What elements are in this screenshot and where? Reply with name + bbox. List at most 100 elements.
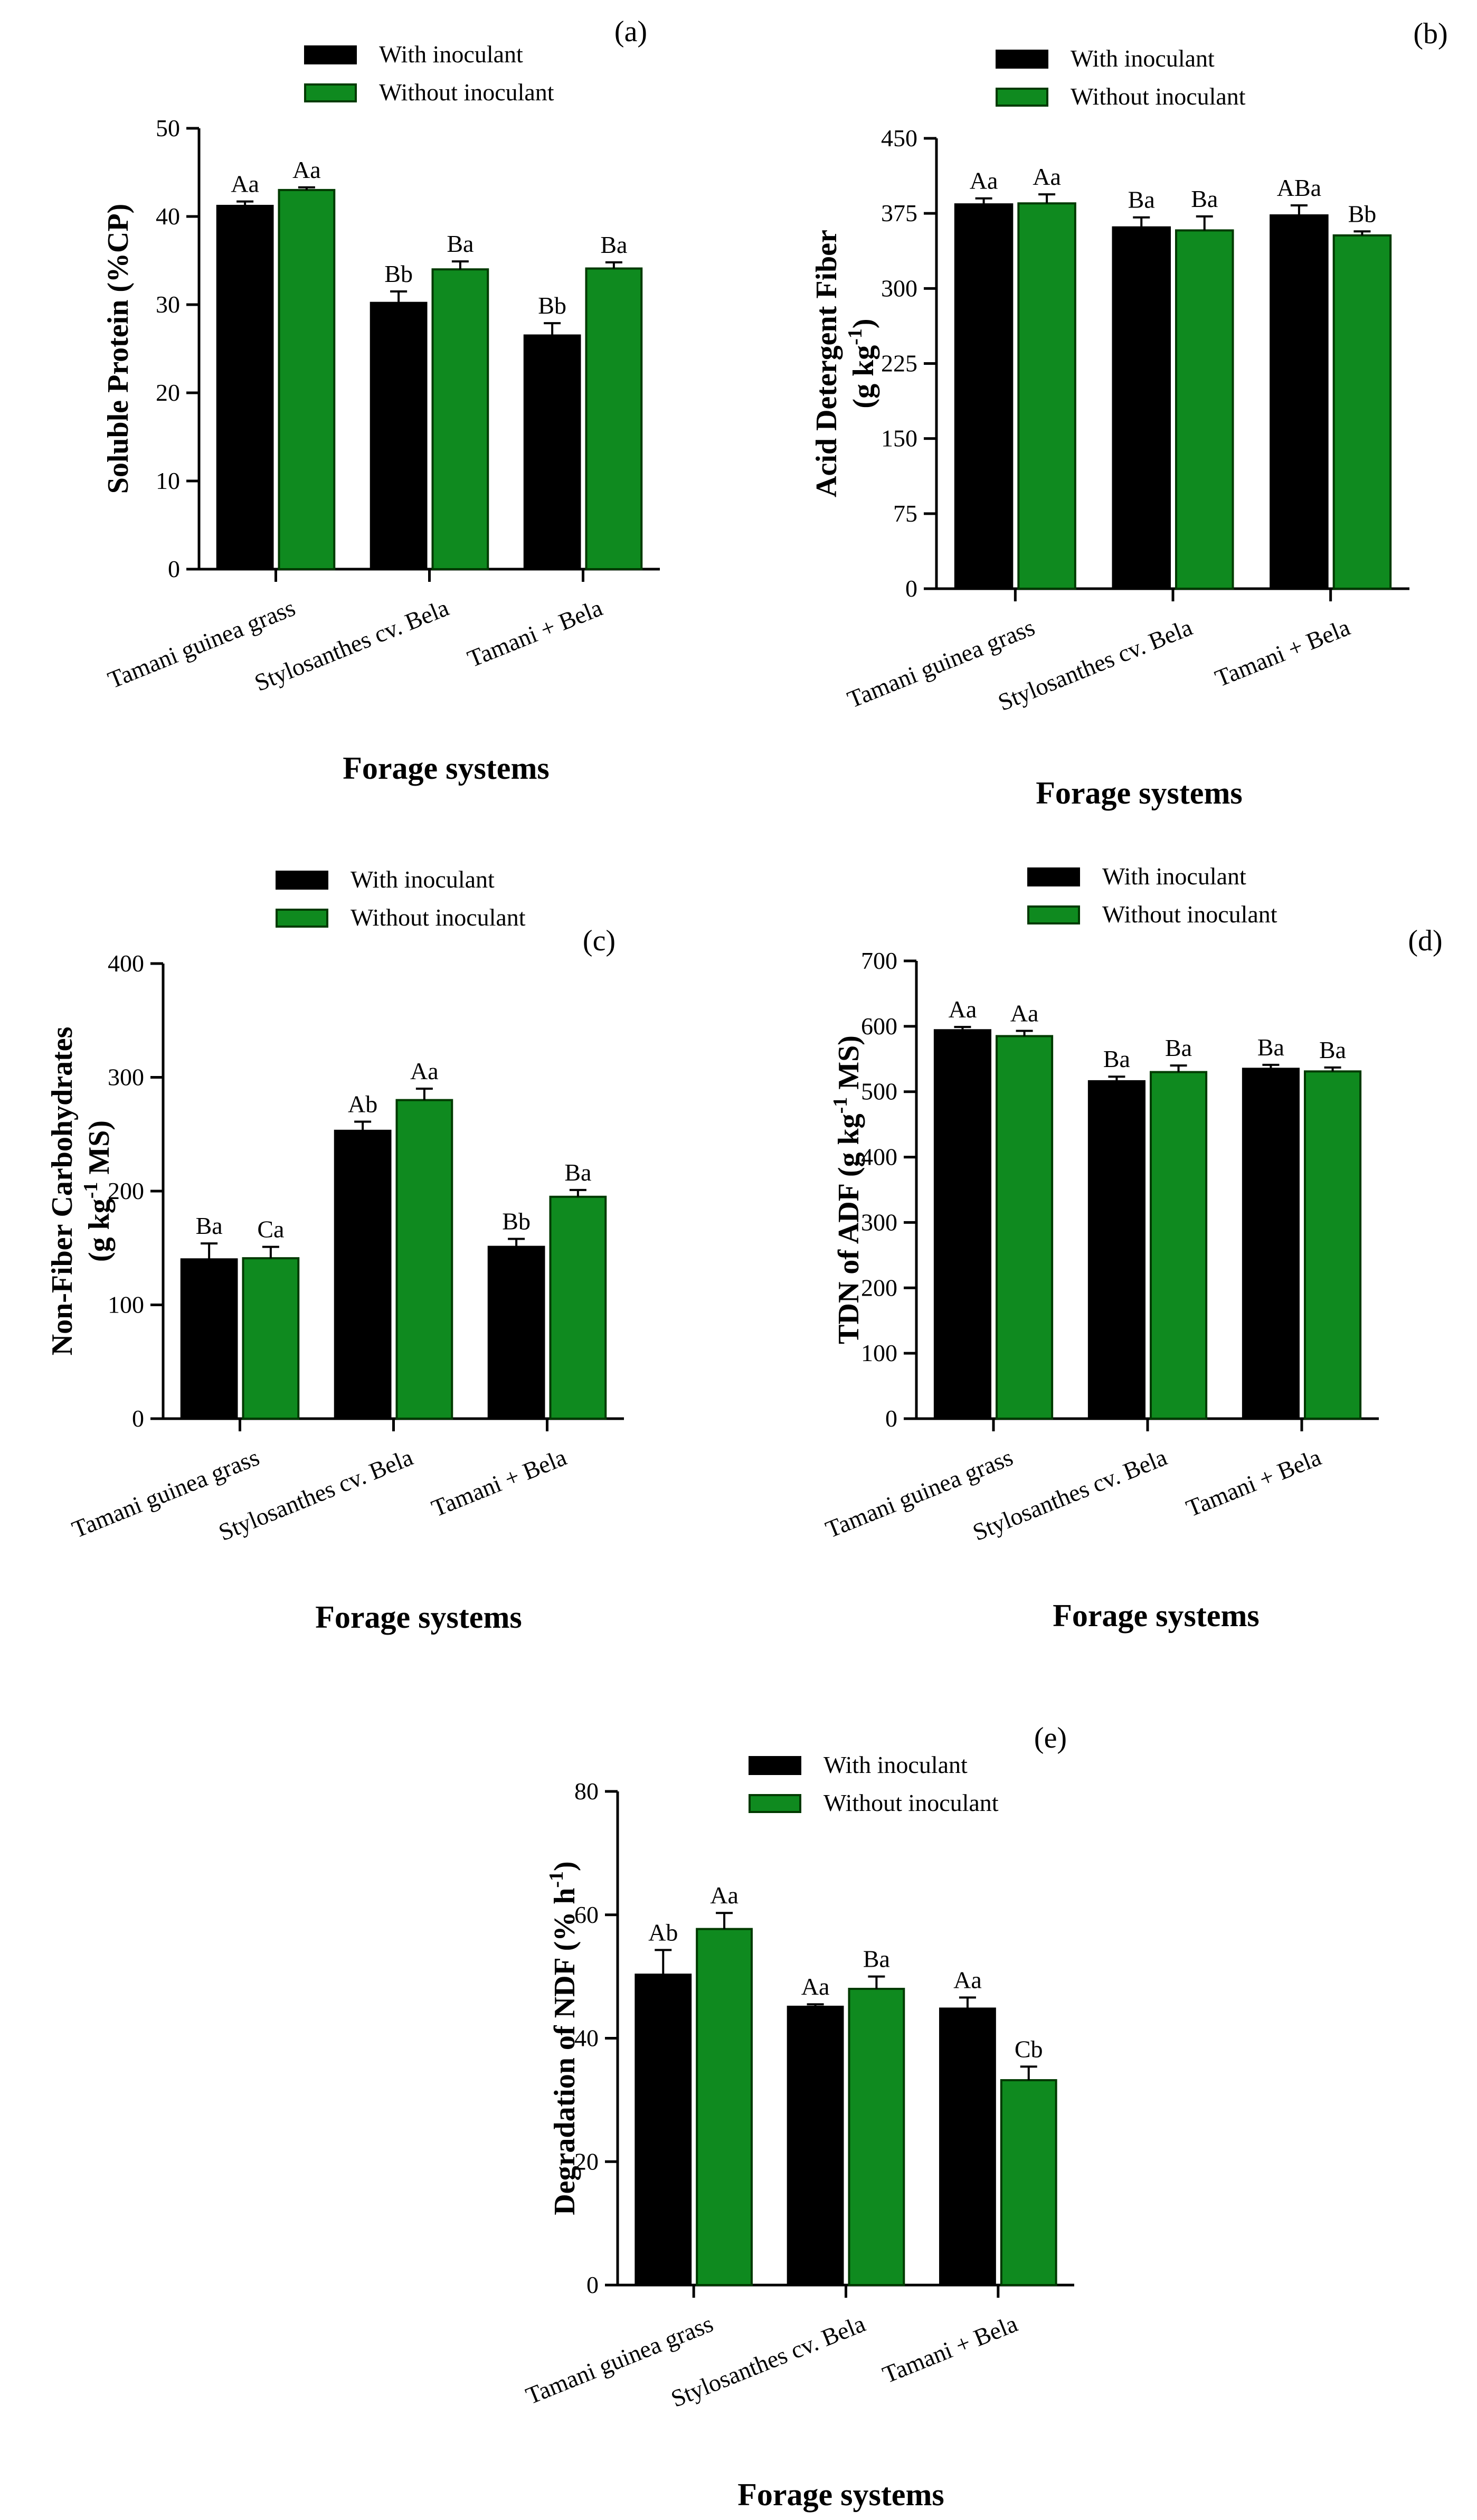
x-axis-title: Forage systems bbox=[1036, 776, 1243, 810]
legend-swatch-without-inoculant bbox=[996, 88, 1048, 107]
y-tick-label: 50 bbox=[156, 115, 180, 141]
panel-label: (a) bbox=[614, 15, 647, 48]
significance-label: Bb bbox=[384, 260, 413, 287]
y-tick-label: 40 bbox=[156, 203, 180, 230]
significance-label: Aa bbox=[292, 156, 321, 183]
bar-with-inoculant bbox=[523, 334, 581, 570]
significance-label: Ba bbox=[863, 1946, 890, 1972]
panel-label: (e) bbox=[1034, 1722, 1067, 1754]
x-category-label: Tamani + Bela bbox=[463, 594, 606, 673]
y-tick-label: 20 bbox=[574, 2148, 599, 2175]
y-axis-title: Acid Detergent Fiber (g kg-1) bbox=[810, 230, 880, 497]
y-tick-label: 40 bbox=[574, 2025, 599, 2052]
y-tick-label: 500 bbox=[861, 1078, 897, 1105]
y-tick-label: 200 bbox=[861, 1274, 897, 1301]
bar-with-inoculant bbox=[370, 301, 428, 570]
y-tick-label: 75 bbox=[893, 500, 917, 527]
bar-without-inoculant bbox=[585, 267, 643, 570]
y-tick-label: 225 bbox=[881, 350, 917, 377]
significance-label: Aa bbox=[231, 171, 259, 197]
significance-label: Ba bbox=[196, 1212, 223, 1239]
y-tick-label: 20 bbox=[156, 379, 180, 406]
bar-with-inoculant bbox=[787, 2005, 844, 2287]
y-tick-label: 60 bbox=[574, 1901, 599, 1928]
bar-without-inoculant bbox=[549, 1195, 607, 1420]
y-axis-title: Soluble Protein (%CP) bbox=[102, 204, 135, 494]
panel-label: (b) bbox=[1413, 17, 1447, 50]
legend-label: Without inoculant bbox=[1102, 901, 1277, 928]
significance-label: Bb bbox=[502, 1208, 531, 1235]
bar-without-inoculant bbox=[1150, 1071, 1208, 1420]
bar-without-inoculant bbox=[1000, 2079, 1057, 2287]
bar-with-inoculant bbox=[216, 204, 274, 570]
significance-label: Aa bbox=[949, 996, 977, 1023]
legend-swatch-with-inoculant bbox=[276, 871, 328, 890]
bar-without-inoculant bbox=[1304, 1070, 1362, 1420]
y-tick-label: 400 bbox=[861, 1144, 897, 1171]
bar-without-inoculant bbox=[1332, 234, 1392, 590]
legend-label: With inoculant bbox=[379, 41, 523, 68]
significance-label: Ba bbox=[447, 230, 474, 257]
x-category-label: Tamani + Bela bbox=[1182, 1443, 1325, 1522]
significance-label: Cb bbox=[1015, 2035, 1043, 2062]
y-axis-title: TDN of ADF (g kg-1 MS) bbox=[829, 1035, 865, 1344]
legend-label: With inoculant bbox=[1071, 45, 1215, 72]
y-tick-label: 450 bbox=[881, 125, 917, 152]
y-axis-title-line2: (g kg bbox=[83, 1198, 116, 1262]
bar-without-inoculant bbox=[996, 1035, 1054, 1420]
y-tick-label: 150 bbox=[881, 425, 917, 452]
bar-with-inoculant bbox=[1112, 226, 1171, 590]
x-category-label: Tamani + Bela bbox=[1211, 614, 1353, 692]
bar-with-inoculant bbox=[1270, 214, 1329, 590]
y-axis-title-main: Soluble Protein (%CP) bbox=[102, 204, 135, 494]
y-tick-label: 80 bbox=[574, 1778, 599, 1805]
y-tick-label: 0 bbox=[586, 2271, 599, 2298]
panel-label: (d) bbox=[1408, 924, 1442, 957]
bar-with-inoculant bbox=[939, 2007, 996, 2286]
y-axis-title: Non-Fiber Carbohydrates (g kg-1 MS) bbox=[46, 1027, 116, 1356]
y-axis-title-line1: Acid Detergent Fiber bbox=[810, 230, 843, 497]
y-tick-label: 700 bbox=[861, 947, 897, 974]
y-tick-label: 30 bbox=[156, 291, 180, 318]
legend-swatch-without-inoculant bbox=[749, 1794, 801, 1813]
y-tick-label: 300 bbox=[861, 1209, 897, 1235]
significance-label: ABa bbox=[1277, 174, 1321, 201]
significance-label: Aa bbox=[970, 167, 998, 194]
legend-swatch-without-inoculant bbox=[276, 909, 328, 928]
bar-with-inoculant bbox=[180, 1258, 238, 1420]
legend-swatch-without-inoculant bbox=[304, 83, 357, 102]
y-axis-title-line1: Non-Fiber Carbohydrates bbox=[46, 1027, 79, 1356]
significance-label: Aa bbox=[953, 1966, 982, 1993]
bar-without-inoculant bbox=[696, 1928, 753, 2287]
y-axis-title-superscript: -1 bbox=[80, 1182, 102, 1199]
y-tick-label: 400 bbox=[108, 950, 144, 977]
significance-label: Ba bbox=[1319, 1036, 1346, 1063]
significance-label: Aa bbox=[710, 1882, 738, 1909]
y-tick-label: 100 bbox=[861, 1339, 897, 1366]
y-axis-title-superscript: -1 bbox=[545, 1871, 567, 1888]
x-axis-title: Forage systems bbox=[343, 751, 550, 786]
y-axis-title-line2: (g kg bbox=[847, 345, 880, 409]
bar-with-inoculant bbox=[334, 1129, 392, 1420]
y-axis-title-main: TDN of ADF (g kg bbox=[832, 1113, 865, 1344]
y-tick-label: 200 bbox=[108, 1177, 144, 1204]
significance-label: Bb bbox=[1348, 200, 1377, 227]
y-axis-title-superscript: -1 bbox=[844, 328, 866, 345]
y-tick-label: 100 bbox=[108, 1291, 144, 1318]
y-tick-label: 0 bbox=[132, 1405, 144, 1432]
significance-label: Aa bbox=[1033, 163, 1061, 190]
significance-label: Ba bbox=[564, 1159, 591, 1186]
y-tick-label: 300 bbox=[108, 1064, 144, 1091]
bar-without-inoculant bbox=[431, 268, 489, 570]
bar-without-inoculant bbox=[848, 1988, 905, 2286]
legend-label: Without inoculant bbox=[823, 1789, 999, 1816]
legend-label: With inoculant bbox=[1102, 863, 1246, 890]
panel-label: (c) bbox=[583, 924, 616, 957]
legend-label: Without inoculant bbox=[351, 904, 526, 931]
significance-label: Ca bbox=[257, 1216, 284, 1243]
y-tick-label: 375 bbox=[881, 200, 917, 226]
y-axis-title-tail: MS) bbox=[832, 1035, 865, 1097]
